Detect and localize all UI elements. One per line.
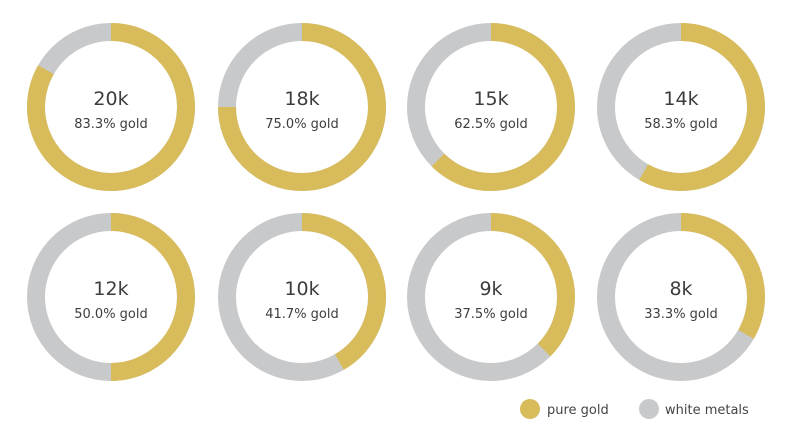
gold-percent-label: 62.5% gold bbox=[454, 117, 528, 132]
donut-12k: 12k 50.0% gold bbox=[27, 213, 195, 381]
slice-pure-gold bbox=[218, 23, 386, 191]
slice-pure-gold bbox=[27, 23, 195, 191]
slice-pure-gold bbox=[431, 23, 575, 191]
legend-label-white-metals: white metals bbox=[665, 403, 749, 418]
slice-pure-gold bbox=[301, 213, 386, 370]
slice-pure-gold bbox=[680, 213, 765, 339]
karat-label: 10k bbox=[284, 278, 319, 300]
gold-percent-label: 58.3% gold bbox=[644, 117, 718, 132]
legend: pure gold white metals bbox=[520, 399, 749, 419]
donut-20k: 20k 83.3% gold bbox=[27, 23, 195, 191]
legend-swatch-white-metals bbox=[639, 399, 659, 419]
gold-percent-label: 41.7% gold bbox=[265, 307, 339, 322]
legend-swatch-pure-gold bbox=[520, 399, 540, 419]
karat-label: 8k bbox=[669, 278, 692, 300]
karat-label: 14k bbox=[663, 88, 698, 110]
donut-18k: 18k 75.0% gold bbox=[218, 23, 386, 191]
donut-8k: 8k 33.3% gold bbox=[597, 213, 765, 381]
karat-label: 20k bbox=[93, 88, 128, 110]
karat-label: 12k bbox=[93, 278, 128, 300]
donut-10k: 10k 41.7% gold bbox=[218, 213, 386, 381]
slice-pure-gold bbox=[490, 213, 575, 357]
gold-percent-label: 83.3% gold bbox=[74, 117, 148, 132]
karat-label: 18k bbox=[284, 88, 319, 110]
slice-pure-gold bbox=[639, 23, 765, 191]
donut-15k: 15k 62.5% gold bbox=[407, 23, 575, 191]
gold-percent-label: 75.0% gold bbox=[265, 117, 339, 132]
karat-label: 15k bbox=[473, 88, 508, 110]
legend-label-pure-gold: pure gold bbox=[547, 403, 609, 418]
gold-percent-label: 37.5% gold bbox=[454, 307, 528, 322]
gold-percent-label: 50.0% gold bbox=[74, 307, 148, 322]
donut-9k: 9k 37.5% gold bbox=[407, 213, 575, 381]
karat-label: 9k bbox=[479, 278, 502, 300]
gold-percent-label: 33.3% gold bbox=[644, 307, 718, 322]
donut-14k: 14k 58.3% gold bbox=[597, 23, 765, 191]
slice-pure-gold bbox=[110, 213, 195, 381]
